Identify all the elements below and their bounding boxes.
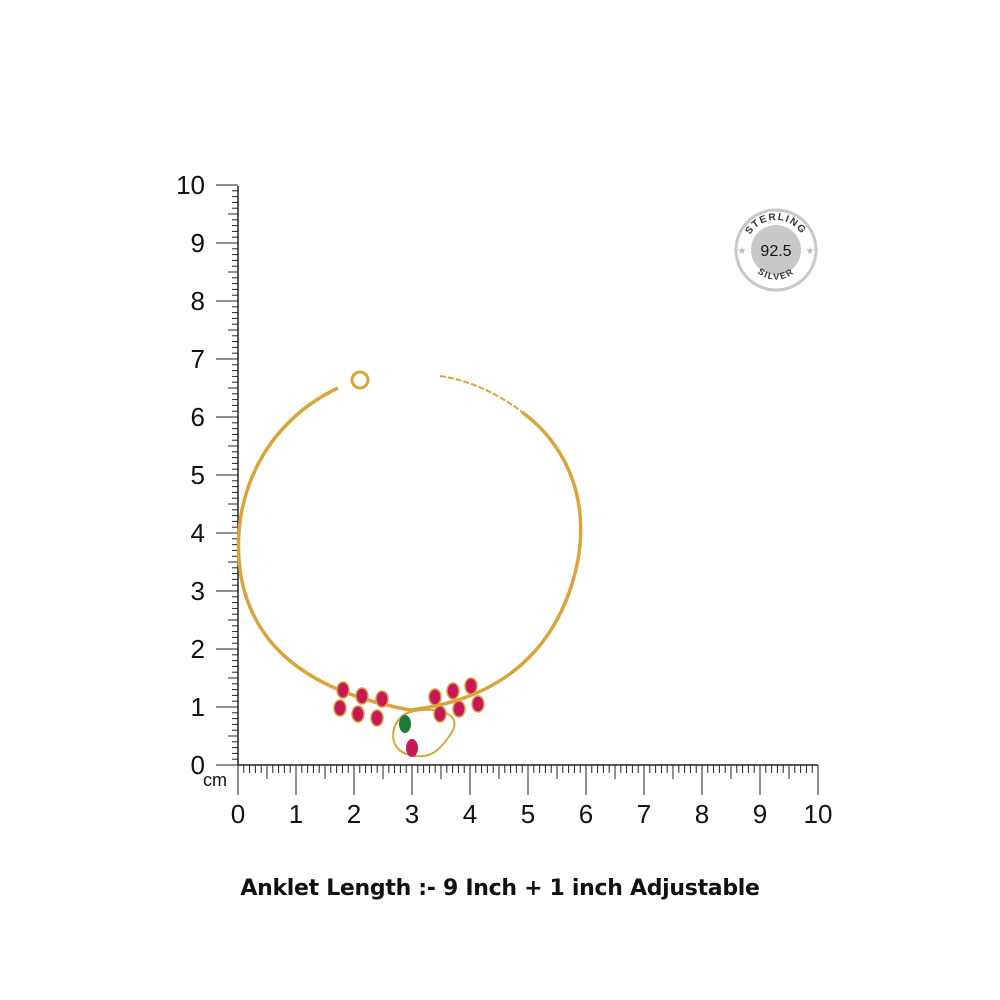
badge-bottom-text: SILVER xyxy=(756,266,795,282)
leaf-stone xyxy=(464,677,478,695)
svg-text:SILVER: SILVER xyxy=(756,266,796,282)
x-tick-label: 6 xyxy=(579,799,593,829)
caption: Anklet Length :- 9 Inch + 1 inch Adjusta… xyxy=(240,876,760,901)
leaf-stone xyxy=(452,700,466,718)
star-icon: ★ xyxy=(806,246,815,257)
y-tick-label: 10 xyxy=(176,170,205,200)
leaf-stone xyxy=(333,699,347,717)
y-tick-label: 1 xyxy=(191,692,205,722)
leaf-stone xyxy=(375,690,389,708)
leaf-stone xyxy=(355,687,369,705)
center-stone xyxy=(399,715,411,733)
ruler: 0 1 2 3 4 5 6 7 8 9 10 0 1 2 3 4 5 6 7 8 9 10 cm xyxy=(176,170,832,829)
chain xyxy=(236,386,583,712)
x-tick-label: 10 xyxy=(804,799,833,829)
clasp xyxy=(350,370,370,390)
y-tick-label: 6 xyxy=(191,402,205,432)
x-tick-label: 0 xyxy=(231,799,245,829)
y-tick-label: 2 xyxy=(191,634,205,664)
y-tick-label: 3 xyxy=(191,576,205,606)
leaf-stone xyxy=(336,681,350,699)
pendant-stone xyxy=(406,739,418,757)
x-tick-label: 5 xyxy=(521,799,535,829)
anklet-image xyxy=(236,370,583,758)
sterling-silver-badge: STERLING SILVER 92.5 ★ ★ xyxy=(734,208,818,292)
badge-value: 92.5 xyxy=(760,243,791,260)
x-tick-label: 2 xyxy=(347,799,361,829)
leaf-stone xyxy=(351,705,365,723)
star-icon: ★ xyxy=(738,246,747,257)
x-tick-label: 8 xyxy=(695,799,709,829)
y-tick-label: 0 xyxy=(191,750,205,780)
leaf-stone xyxy=(433,705,447,723)
y-tick-label: 8 xyxy=(191,286,205,316)
leaf-stone xyxy=(370,709,384,727)
leaf-stone xyxy=(428,688,442,706)
unit-label: cm xyxy=(203,770,227,790)
x-tick-label: 3 xyxy=(405,799,419,829)
x-tick-label: 1 xyxy=(289,799,303,829)
leaf-stone xyxy=(471,695,485,713)
y-tick-label: 4 xyxy=(191,518,205,548)
x-tick-label: 4 xyxy=(463,799,477,829)
y-tick-label: 5 xyxy=(191,460,205,490)
y-tick-label: 7 xyxy=(191,344,205,374)
x-tick-label: 9 xyxy=(753,799,767,829)
leaf-stone xyxy=(446,682,460,700)
y-tick-label: 9 xyxy=(191,228,205,258)
x-tick-label: 7 xyxy=(637,799,651,829)
extension-chain xyxy=(439,375,523,413)
